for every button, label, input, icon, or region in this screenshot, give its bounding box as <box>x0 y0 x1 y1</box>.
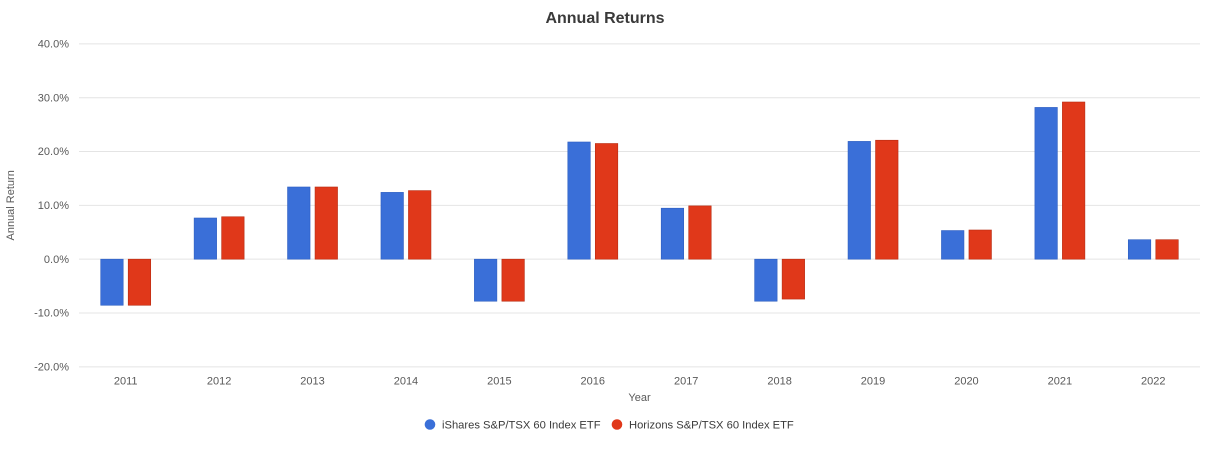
svg-text:10.0%: 10.0% <box>38 200 69 212</box>
svg-text:2021: 2021 <box>1048 375 1072 387</box>
svg-text:30.0%: 30.0% <box>38 92 69 104</box>
svg-text:2015: 2015 <box>487 375 511 387</box>
svg-text:40.0%: 40.0% <box>38 39 69 51</box>
svg-text:2019: 2019 <box>861 375 885 387</box>
svg-text:-10.0%: -10.0% <box>34 308 69 320</box>
svg-text:2020: 2020 <box>954 375 978 387</box>
svg-text:0.0%: 0.0% <box>44 254 69 266</box>
svg-text:2013: 2013 <box>300 375 324 387</box>
svg-text:2012: 2012 <box>207 375 231 387</box>
svg-text:Annual Return: Annual Return <box>5 170 17 240</box>
svg-text:2022: 2022 <box>1141 375 1165 387</box>
svg-text:-20.0%: -20.0% <box>34 362 69 374</box>
svg-text:2011: 2011 <box>114 375 138 387</box>
svg-text:2014: 2014 <box>394 375 418 387</box>
svg-text:2018: 2018 <box>767 375 791 387</box>
svg-text:iShares S&P/TSX 60 Index ETF: iShares S&P/TSX 60 Index ETF <box>442 420 601 432</box>
svg-text:Annual Returns: Annual Returns <box>545 10 664 27</box>
svg-text:2017: 2017 <box>674 375 698 387</box>
svg-text:Year: Year <box>628 392 651 404</box>
svg-text:2016: 2016 <box>581 375 605 387</box>
svg-text:Horizons S&P/TSX 60 Index ETF: Horizons S&P/TSX 60 Index ETF <box>629 420 794 432</box>
svg-text:20.0%: 20.0% <box>38 146 69 158</box>
